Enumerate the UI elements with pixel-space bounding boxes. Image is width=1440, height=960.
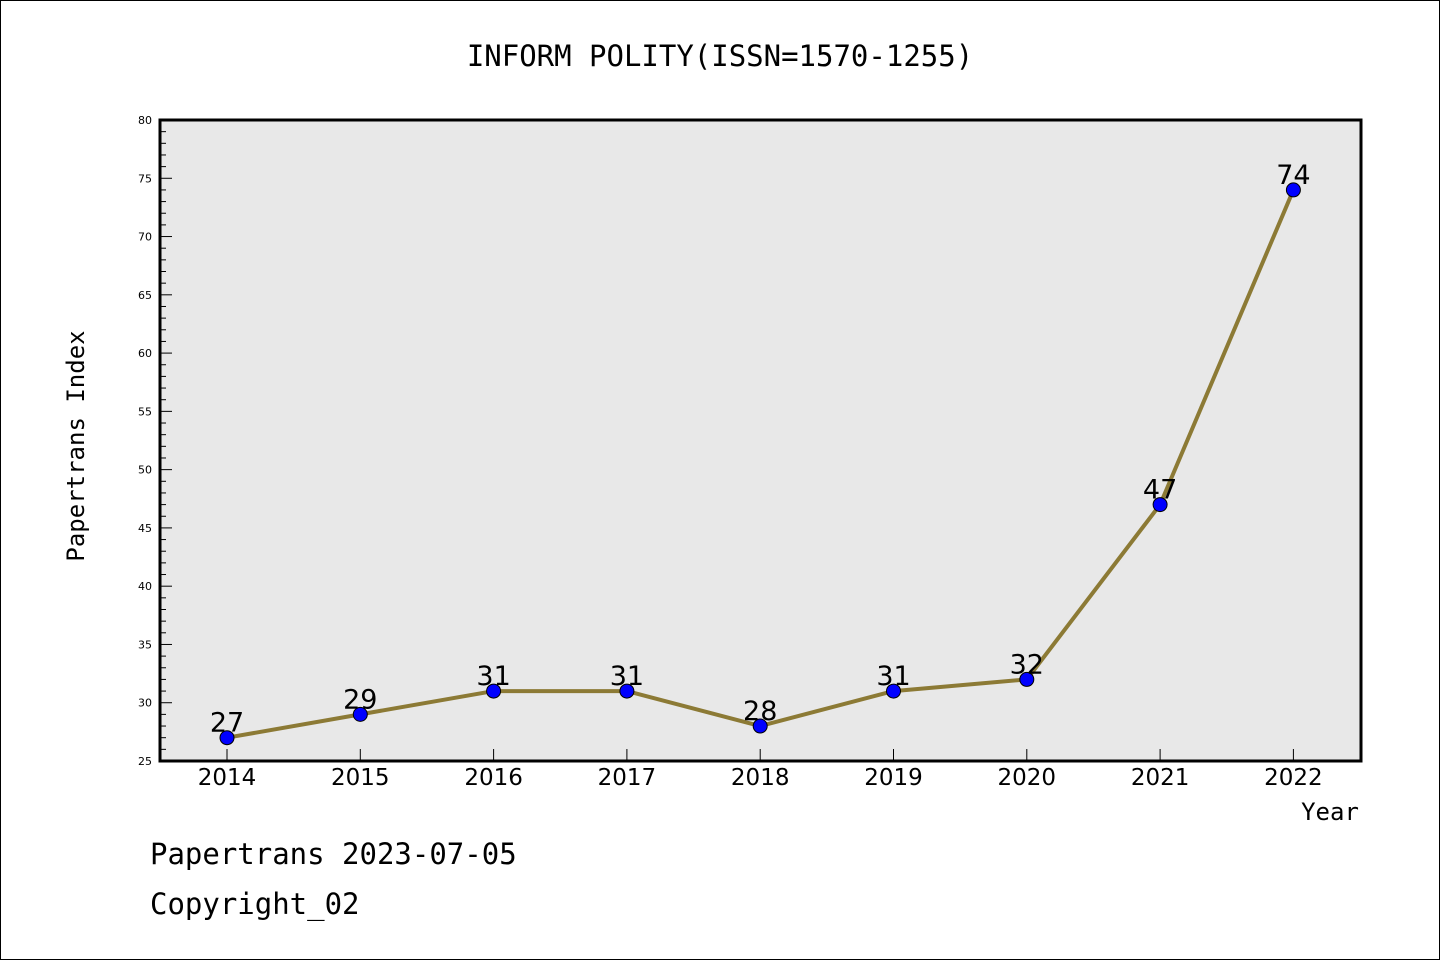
- y-tick-label: 70: [138, 231, 152, 244]
- y-tick-label: 35: [138, 638, 152, 651]
- data-label: 31: [610, 661, 644, 692]
- y-tick-label: 80: [138, 114, 152, 127]
- data-point: [752, 718, 768, 734]
- chart-title: INFORM POLITY(ISSN=1570-1255): [467, 39, 973, 73]
- y-tick-label: 75: [138, 172, 152, 185]
- y-axis-label: Papertrans Index: [62, 330, 90, 561]
- x-tick-label: 2015: [331, 765, 390, 791]
- data-label: 27: [210, 708, 244, 739]
- x-tick-label: 2016: [464, 765, 523, 791]
- data-point: [1152, 497, 1168, 513]
- y-tick-label: 60: [138, 347, 152, 360]
- data-point: [486, 683, 502, 699]
- x-tick-label: 2022: [1264, 765, 1323, 791]
- x-tick-label: 2018: [731, 765, 790, 791]
- y-tick-label: 65: [138, 289, 152, 302]
- data-label: 28: [743, 696, 777, 727]
- x-tick-label: 2021: [1131, 765, 1190, 791]
- plot-border: [158, 118, 1363, 763]
- data-label: 32: [1010, 649, 1044, 680]
- data-label: 31: [876, 661, 910, 692]
- y-tick-label: 45: [138, 522, 152, 535]
- x-axis: 2014 2015 2016 2017 2018 2019 2020 2021 2022: [198, 749, 1323, 791]
- y-tick-label: 25: [138, 755, 152, 768]
- data-point: [352, 706, 368, 722]
- x-tick-label: 2019: [864, 765, 923, 791]
- data-point: [219, 730, 235, 746]
- x-tick-label: 2017: [598, 765, 657, 791]
- y-tick-label: 40: [138, 580, 152, 593]
- x-axis-label: Year: [1301, 798, 1359, 826]
- data-label: 74: [1276, 160, 1310, 191]
- data-labels: 27 29 31 31 28 31 32 47 74: [210, 160, 1311, 739]
- data-point: [886, 683, 901, 699]
- data-point: [1285, 182, 1301, 198]
- plot-area: [160, 120, 1361, 761]
- footer-date: Papertrans 2023-07-05: [150, 837, 517, 871]
- data-label: 31: [476, 661, 510, 692]
- x-tick-label: 2014: [198, 765, 257, 791]
- data-point: [1019, 671, 1035, 687]
- data-label: 29: [343, 684, 377, 715]
- data-point: [619, 683, 635, 699]
- footer-copyright: Copyright_02: [150, 887, 360, 922]
- y-tick-label: 50: [138, 464, 152, 477]
- data-label: 47: [1143, 475, 1177, 506]
- data-points: [219, 182, 1301, 746]
- y-tick-label: 30: [138, 697, 152, 710]
- y-tick-label: 55: [138, 405, 152, 418]
- x-tick-label: 2020: [998, 765, 1057, 791]
